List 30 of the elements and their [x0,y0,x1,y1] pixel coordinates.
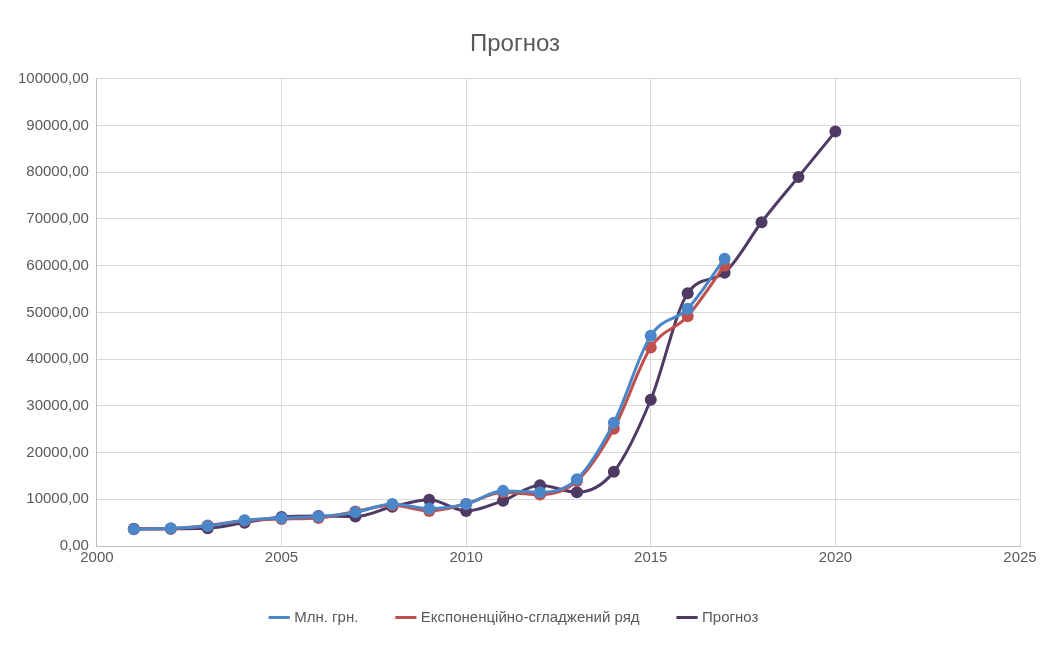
y-tick-label: 100000,00 [18,68,89,86]
x-tick-label: 2025 [1003,548,1037,566]
point [644,393,657,406]
y-tick-label: 20000,00 [26,442,89,460]
x-tick-label: 2015 [634,548,668,566]
point [607,416,620,429]
y-tick-label: 40000,00 [26,349,89,367]
legend-label: Експоненційно-сгладжений ряд [420,607,640,625]
legend-label: Млн. грн. [294,607,359,625]
x-tick-label: 2020 [818,548,853,566]
x-tick-label: 2005 [264,548,299,566]
point [681,287,694,300]
point [718,252,731,265]
x-tick-label: 2010 [449,548,483,566]
chart-title: Прогноз [469,29,561,57]
y-tick-label: 10000,00 [26,489,89,507]
legend-label: Прогноз [702,607,759,625]
point [644,329,657,342]
y-tick-label: 50000,00 [26,302,89,320]
point [681,302,694,315]
point [570,486,583,499]
y-tick-label: 70000,00 [26,209,89,227]
point [829,125,842,138]
point [607,465,620,478]
point [755,216,768,229]
y-tick-label: 30000,00 [26,395,89,413]
y-tick-label: 90000,00 [26,115,89,133]
y-tick-label: 80000,00 [26,162,89,180]
point [792,170,805,183]
y-tick-label: 60000,00 [26,255,89,273]
